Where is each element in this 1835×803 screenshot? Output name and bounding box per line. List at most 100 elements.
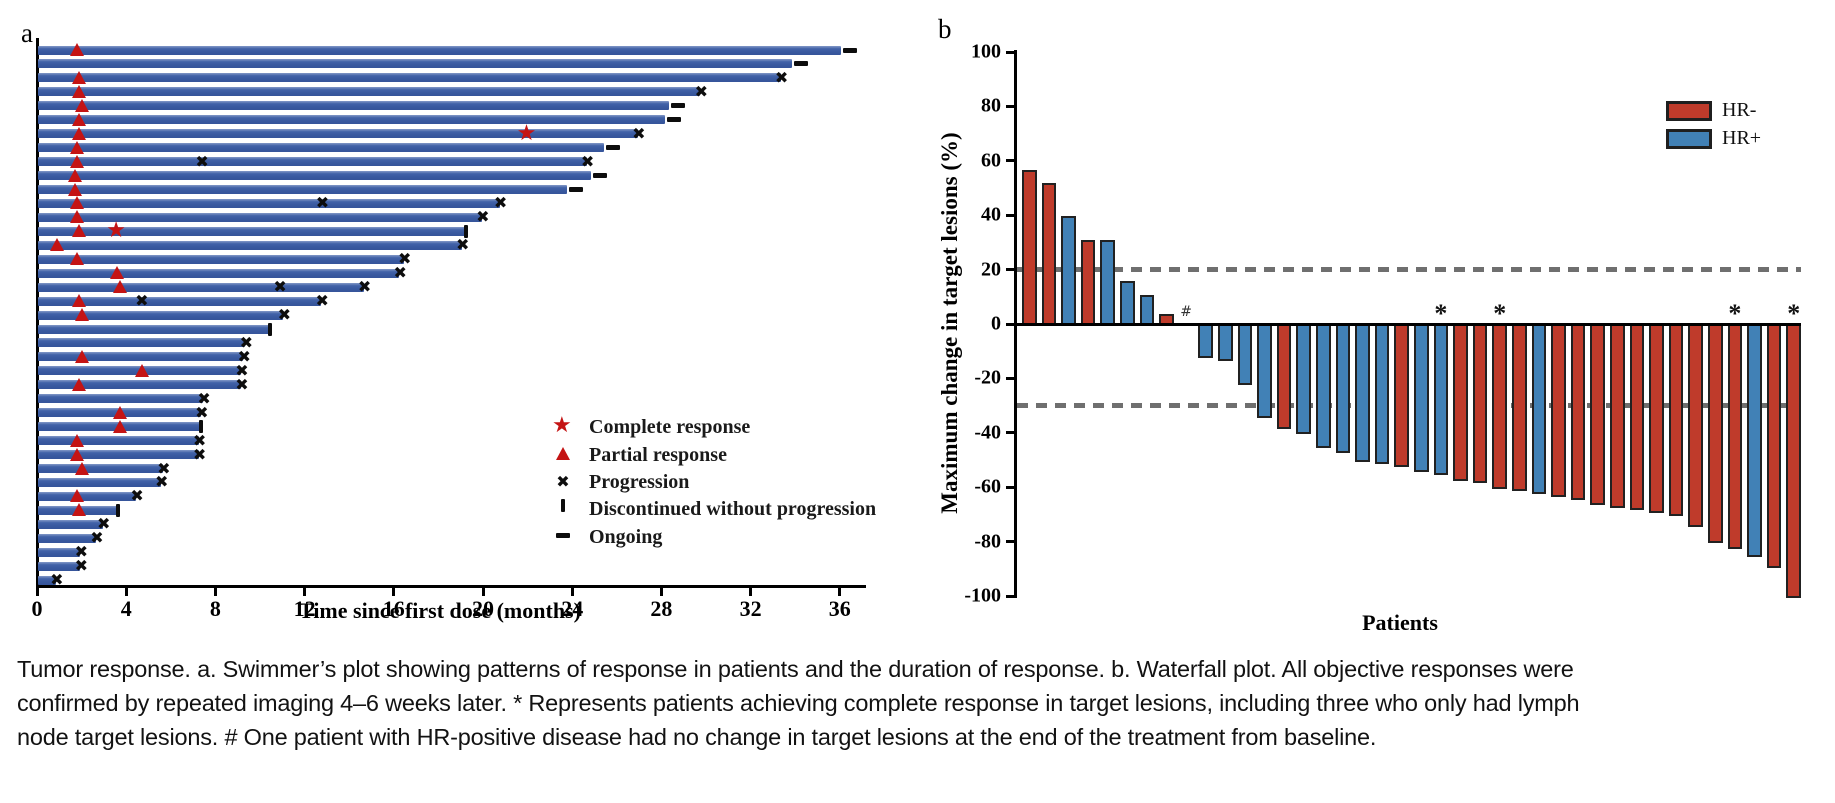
legend-label-complete-response: Complete response [589,416,751,438]
waterfall-bar [1688,322,1703,527]
partial-response-marker [70,433,85,447]
progression-end-marker: ✖ [192,444,207,464]
complete-response-asterisk: * [1787,299,1801,328]
complete-response-marker: ★ [106,218,126,244]
discontinued-end-marker [198,420,203,434]
waterfall-bar [1198,322,1213,359]
complete-response-asterisk: * [1434,299,1448,328]
hr-positive-label: HR+ [1722,127,1762,149]
waterfall-y-tick-label: -60 [974,475,1001,498]
partial-response-marker [72,84,87,98]
swimmer-bar [38,254,404,264]
partial-response-marker [112,405,127,419]
ongoing-end-marker [666,117,681,123]
waterfall-y-tick [1006,540,1015,544]
waterfall-y-tick-label: 60 [981,149,1001,172]
waterfall-bar [1335,322,1351,454]
panel-b-label: b [938,14,952,44]
waterfall-y-tick-label: -80 [974,530,1001,553]
progression-end-marker: ✖ [357,277,372,297]
waterfall-y-tick-label: 20 [981,258,1001,281]
swimmer-bar [38,310,284,320]
waterfall-y-tick [1006,485,1015,489]
ongoing-end-marker [671,103,686,109]
discontinued-bar-icon [561,499,565,512]
progression-end-marker: ✖ [74,542,89,562]
waterfall-y-tick [1006,594,1015,598]
waterfall-bar [1374,322,1390,465]
swimmer-x-tick-label: 24 [561,596,584,621]
partial-response-marker [72,294,87,308]
caption-line-1: Tumor response. a. Swimmer’s plot showin… [17,656,1574,682]
progression-end-marker: ✖ [235,360,249,380]
waterfall-bar [1570,322,1586,500]
swimmer-bar [38,464,163,473]
waterfall-bar [1296,322,1311,435]
progression-end-marker: ✖ [315,291,329,311]
partial-response-marker [70,154,85,168]
swimmer-x-axis-title: Time since first dose (months) [299,598,581,623]
progression-end-marker: ✖ [197,388,211,408]
progression-x-icon: ✖ [556,472,570,491]
ongoing-end-marker [606,145,621,151]
swimmer-x-tick [124,588,128,596]
no-change-hash: # [1180,304,1192,320]
partial-response-marker [72,70,87,84]
waterfall-y-tick-label: -20 [974,366,1001,389]
swimmer-panel: a 0 4 8 12 16 20 24 28 32 36 ✖ ✖ ★ ✖ ✖ ✖ ✖ ✖ ✖ ★ ✖ ✖ ✖ ✖ ✖ ✖ ✖ ✖ ✖ ✖ ✖… [0,0,900,650]
waterfall-bar [1727,322,1743,549]
waterfall-bar [1708,322,1723,544]
waterfall-bar [1080,240,1096,326]
swimmer-x-tick [303,588,307,596]
swimmer-bar [38,129,638,139]
waterfall-bar [1747,322,1762,557]
discontinued-end-marker [267,322,272,336]
waterfall-bar [1668,322,1684,516]
complete-response-asterisk: * [1728,299,1742,328]
legend-label-progression: Progression [589,471,690,493]
partial-response-marker [70,447,85,461]
waterfall-bar [1100,240,1115,326]
swimmer-bar [38,226,467,236]
partial-response-marker [70,210,85,224]
progression-marker: ✖ [273,277,287,297]
waterfall-bar [1786,322,1801,598]
panel-a-label: a [21,18,33,48]
waterfall-y-tick [1006,50,1015,54]
progression-end-marker: ✖ [277,305,291,325]
waterfall-y-tick [1006,159,1015,163]
swimmer-y-axis [35,38,39,588]
legend-label-ongoing: Ongoing [589,526,663,548]
swimmer-bar [38,436,199,446]
swimmer-x-axis [35,585,866,588]
ongoing-end-marker [842,47,857,53]
swimmer-bar [38,338,246,348]
waterfall-bar [1355,322,1370,462]
waterfall-y-tick-label: 0 [991,312,1001,335]
ongoing-dash-icon [556,533,570,538]
swimmer-bar [38,115,665,125]
progression-end-marker: ✖ [195,402,209,422]
progression-end-marker: ✖ [130,486,144,506]
ongoing-end-marker [793,61,808,67]
swimmer-x-tick-label: 36 [828,596,851,621]
progression-end-marker: ✖ [694,81,708,101]
waterfall-bar [1139,294,1155,326]
complete-response-star-icon: ★ [552,413,572,438]
waterfall-bar [1766,322,1782,568]
progression-end-marker: ✖ [74,556,89,576]
waterfall-bar [1610,322,1625,508]
complete-response-marker: ★ [516,120,537,146]
swimmer-bar [38,519,103,529]
swimmer-x-tick-label: 16 [382,596,405,621]
reference-dashed-line [1017,403,1801,409]
swimmer-x-tick [838,588,842,596]
progression-end-marker: ✖ [393,263,407,283]
caption-line-3: node target lesions. # One patient with … [17,724,1377,750]
swimmer-bar [38,59,792,69]
waterfall-y-tick [1006,322,1015,326]
waterfall-y-tick [1006,268,1015,272]
waterfall-bar [1394,322,1409,467]
waterfall-y-tick [1006,213,1015,217]
progression-marker: ✖ [315,193,330,213]
